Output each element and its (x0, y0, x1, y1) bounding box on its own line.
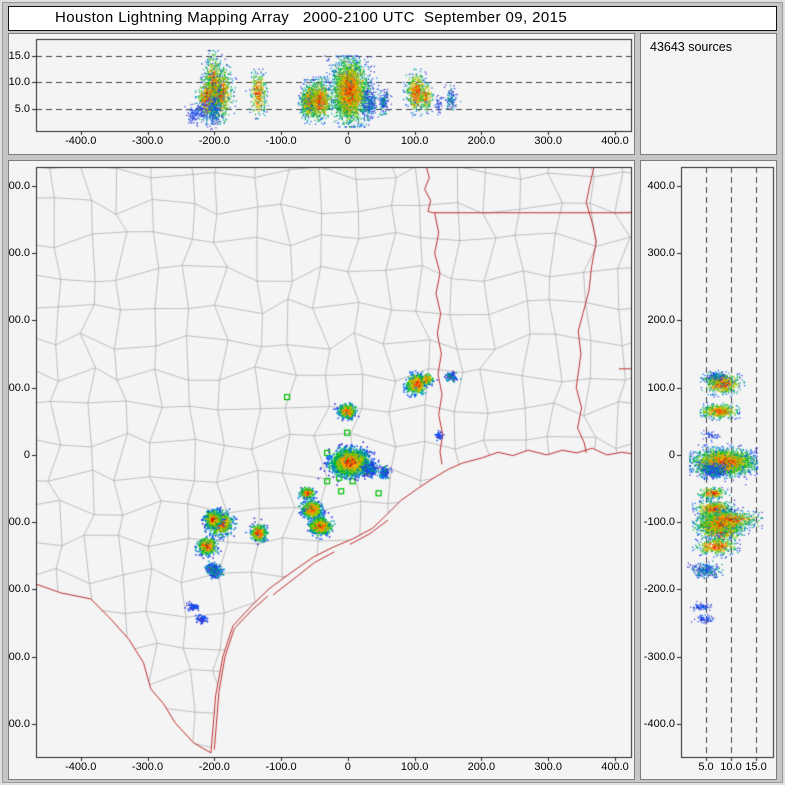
alt-tick-label: 10.0 (8, 76, 30, 89)
ew-tick-label: -400.0 (65, 761, 97, 773)
ns-tick-label: -300.0 (643, 650, 675, 663)
sources-count-panel: 43643 sources (640, 33, 777, 155)
ns-tick-label: 0 (23, 448, 30, 461)
ns-tick-label: -300.0 (8, 650, 30, 663)
ns-tick-label: 300.0 (8, 247, 30, 260)
ew-tick-label: -300.0 (131, 135, 164, 147)
ns-tick-label: -400.0 (643, 718, 675, 731)
plan-view-panel: 400.0 300.0 200.0 100.0 0 -100.0 -200.0 -300.0 -… (8, 160, 635, 780)
ew-tick-label: -200.0 (198, 761, 230, 773)
alt-tick-label: 15.0 (745, 761, 767, 773)
ew-tick-label: 300.0 (534, 135, 562, 147)
plan-view-canvas (9, 161, 634, 779)
ew-altitude-canvas (9, 34, 634, 154)
alt-tick-label: 5.0 (14, 102, 30, 115)
ns-tick-label: -100.0 (643, 516, 675, 529)
ns-tick-label: -200.0 (8, 583, 30, 596)
ns-tick-label: -100.0 (8, 516, 30, 529)
ew-tick-label: 400.0 (601, 135, 629, 147)
ew-tick-label: -300.0 (131, 761, 164, 773)
ns-tick-label: 100.0 (8, 381, 30, 394)
ew-tick-label: 400.0 (601, 761, 629, 773)
ew-tick-label: 100.0 (400, 761, 429, 773)
ew-tick-label: -100.0 (265, 761, 297, 773)
alt-tick-label: 5.0 (698, 761, 714, 773)
ns-tick-label: 400.0 (647, 179, 675, 192)
ns-tick-label: -200.0 (643, 583, 675, 596)
ns-altitude-canvas (641, 161, 776, 779)
ns-altitude-panel: 400.0 300.0 200.0 100.0 0 -100.0 -200.0 -300.0 -… (640, 160, 777, 780)
ew-altitude-panel: 5.0 10.0 15.0 -400.0 -300.0 -200.0 -100.0 0 100.… (8, 33, 635, 155)
sources-count-label: 43643 sources (650, 40, 733, 54)
ew-tick-label: 200.0 (467, 135, 496, 147)
ns-tick-label: 300.0 (647, 247, 675, 260)
ew-tick-label: -100.0 (265, 135, 297, 147)
ns-tick-label: 0 (668, 448, 675, 461)
ew-tick-label: -200.0 (198, 135, 230, 147)
ew-tick-label: 100.0 (400, 135, 429, 147)
ns-tick-label: 100.0 (647, 381, 675, 394)
ns-tick-label: 400.0 (8, 179, 30, 192)
ew-tick-label: 0 (344, 135, 351, 147)
ew-tick-label: 0 (344, 761, 351, 773)
ns-tick-label: 200.0 (8, 314, 30, 327)
ew-tick-label: -400.0 (65, 135, 97, 147)
figure-title: Houston Lightning Mapping Array 2000-210… (8, 6, 777, 31)
ew-tick-label: 300.0 (534, 761, 562, 773)
alt-tick-label: 10.0 (720, 761, 742, 773)
alt-tick-label: 15.0 (8, 49, 30, 62)
ns-tick-label: 200.0 (647, 314, 675, 327)
ns-tick-label: -400.0 (8, 718, 30, 731)
ew-tick-label: 200.0 (467, 761, 496, 773)
